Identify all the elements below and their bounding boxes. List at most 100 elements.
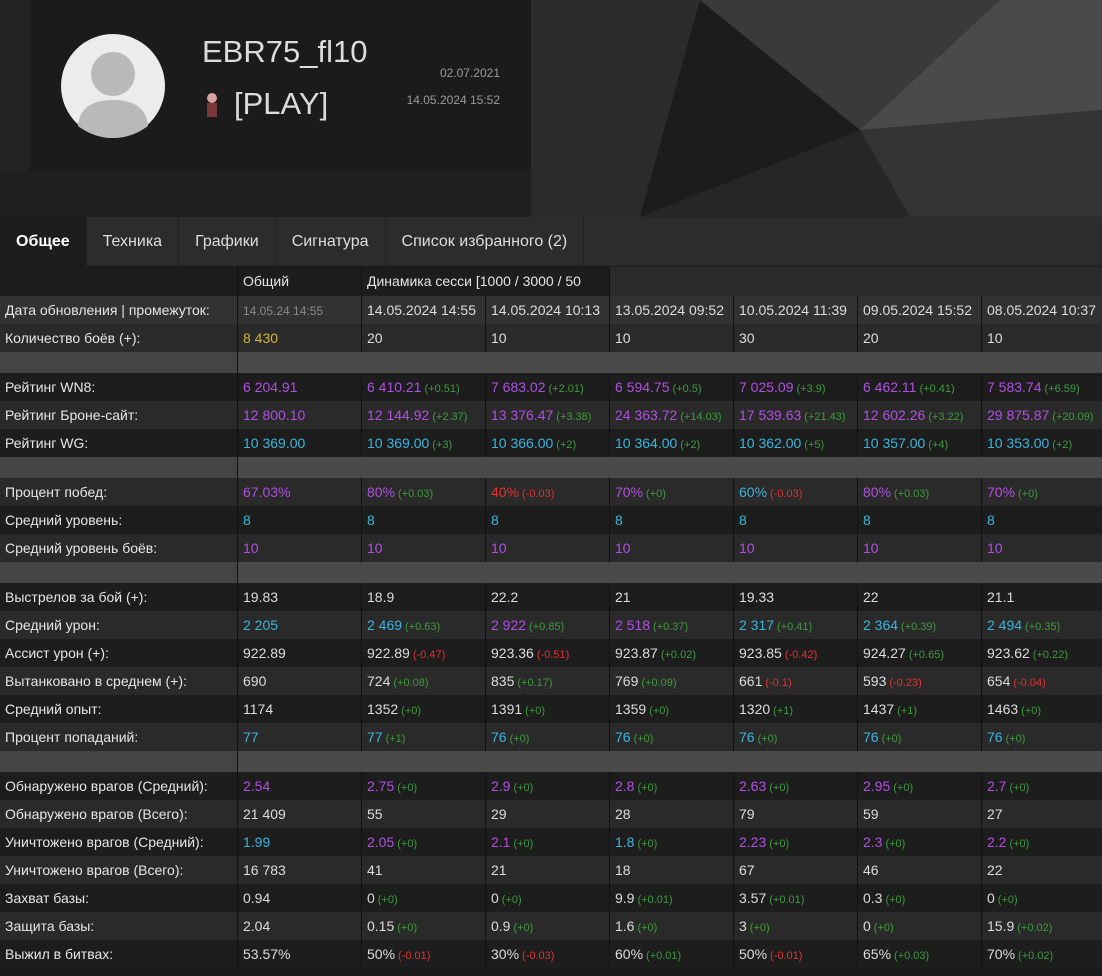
cell-delta: (+0.41)	[777, 621, 813, 633]
cell-value: 10 362.00	[739, 435, 802, 451]
cell-delta: (+0)	[401, 705, 422, 717]
cell-value: 2 518	[615, 617, 651, 633]
cell-value: 10 353.00	[987, 435, 1050, 451]
row-label: Уничтожено врагов (Средний):	[0, 828, 238, 856]
cell-delta: (+14.03)	[680, 411, 722, 423]
cell-delta: (+0)	[885, 838, 906, 850]
table-cell: 10 369.00	[238, 429, 362, 457]
table-cell: 922.89	[238, 639, 362, 667]
cell-value: 1391	[491, 701, 523, 717]
table-cell: 1.99	[238, 828, 362, 856]
table-row: Обнаружено врагов (Средний): 2.54 2.75 (+0)…	[0, 772, 1102, 800]
cell-value: 19.33	[739, 589, 775, 605]
table-cell: 10 364.00 (+2)	[610, 429, 734, 457]
table-cell: 10	[610, 534, 734, 562]
table-cell: 835 (+0.17)	[486, 667, 610, 695]
cell-delta: (+3.38)	[556, 411, 592, 423]
cell-delta: (+0)	[1021, 705, 1042, 717]
table-cell: 0 (+0)	[362, 884, 486, 912]
cell-value: 14.05.2024 14:55	[367, 302, 476, 318]
cell-delta: (+0)	[646, 488, 666, 500]
tab[interactable]: Список избранного (2)	[386, 217, 585, 266]
separator-label	[0, 751, 238, 772]
cell-value: 2.9	[491, 778, 511, 794]
created-date: 02.07.2021	[439, 66, 500, 80]
table-cell: 0.9 (+0)	[486, 912, 610, 940]
table-cell: 9.9 (+0.01)	[610, 884, 734, 912]
cell-delta: (-0.1)	[765, 677, 792, 689]
table-cell: 80% (+0.03)	[858, 478, 982, 506]
table-cell: 10	[238, 534, 362, 562]
tab[interactable]: Техника	[87, 217, 180, 266]
cell-value: 769	[615, 673, 639, 689]
cell-delta: (+0)	[377, 894, 398, 906]
cell-value: 12 144.92	[367, 407, 430, 423]
table-row: Обнаружено врагов (Всего): 21 409 55 29 28 79…	[0, 800, 1102, 828]
tab[interactable]: Сигнатура	[276, 217, 386, 266]
table-cell: 6 594.75 (+0.5)	[610, 373, 734, 401]
clan-icon	[207, 93, 217, 117]
cell-value: 40%	[491, 484, 520, 500]
cell-delta: (+0)	[633, 733, 654, 745]
table-cell: 22	[858, 583, 982, 611]
cell-delta: (+0)	[637, 838, 658, 850]
table-cell: 14.05.24 14:55	[238, 296, 362, 324]
cell-value: 10	[863, 540, 879, 556]
separator	[0, 751, 1102, 772]
cell-value: 924.27	[863, 645, 906, 661]
cell-value: 835	[491, 673, 515, 689]
table-cell: 17 539.63 (+21.43)	[734, 401, 858, 429]
table-cell: 14.05.2024 10:13	[486, 296, 610, 324]
table-cell: 24 363.72 (+14.03)	[610, 401, 734, 429]
cell-delta: (+0.03)	[398, 488, 434, 500]
cell-delta: (+0)	[649, 705, 670, 717]
cell-value: 6 462.11	[863, 379, 917, 395]
table-cell: 09.05.2024 15:52	[858, 296, 982, 324]
table-cell: 21 409	[238, 800, 362, 828]
cell-delta: (+0)	[1009, 838, 1030, 850]
table-cell: 70% (+0.02)	[982, 940, 1102, 968]
table-cell: 13 376.47 (+3.38)	[486, 401, 610, 429]
cell-value: 661	[739, 673, 763, 689]
cell-delta: (+0)	[873, 922, 894, 934]
table-cell: 67.03%	[238, 478, 362, 506]
row-label: Рейтинг Броне-сайт:	[0, 401, 238, 429]
cell-value: 690	[243, 673, 267, 689]
cell-value: 10	[739, 540, 755, 556]
cell-delta: (+0.17)	[517, 677, 553, 689]
cell-delta: (+0.01)	[637, 894, 673, 906]
table-cell: 79	[734, 800, 858, 828]
table-cell: 8 430	[238, 324, 362, 352]
cell-value: 22	[987, 862, 1003, 878]
tab[interactable]: Общее	[0, 217, 87, 266]
table-cell: 2.1 (+0)	[486, 828, 610, 856]
table-cell: 65% (+0.03)	[858, 940, 982, 968]
cell-value: 10	[987, 330, 1003, 346]
cell-value: 10 369.00	[243, 435, 306, 451]
table-cell: 2.54	[238, 772, 362, 800]
table-cell: 19.83	[238, 583, 362, 611]
cell-value: 77	[243, 729, 259, 745]
cell-value: 2.05	[367, 834, 395, 850]
cell-value: 1174	[243, 701, 274, 717]
cell-delta: (+0.37)	[653, 621, 689, 633]
cell-value: 21	[491, 862, 507, 878]
table-row: Рейтинг Броне-сайт: 12 800.10 12 144.92 (+2…	[0, 401, 1102, 429]
cell-delta: (+0.51)	[424, 383, 460, 395]
cell-value: 1352	[367, 701, 399, 717]
cell-value: 09.05.2024 15:52	[863, 302, 972, 318]
row-label: Вытанковано в среднем (+):	[0, 667, 238, 695]
cell-value: 27	[987, 806, 1003, 822]
row-label: Захват базы:	[0, 884, 238, 912]
cell-delta: (+0.63)	[405, 621, 441, 633]
cell-delta: (+0.85)	[529, 621, 565, 633]
cell-value: 2 205	[243, 617, 279, 633]
cell-value: 10.05.2024 11:39	[739, 302, 847, 318]
cell-delta: (+0.08)	[393, 677, 429, 689]
cell-value: 0	[491, 890, 499, 906]
table-cell: 67	[734, 856, 858, 884]
table-cell: 1352 (+0)	[362, 695, 486, 723]
table-cell: 2.23 (+0)	[734, 828, 858, 856]
tab[interactable]: Графики	[179, 217, 276, 266]
cell-value: 55	[367, 806, 383, 822]
